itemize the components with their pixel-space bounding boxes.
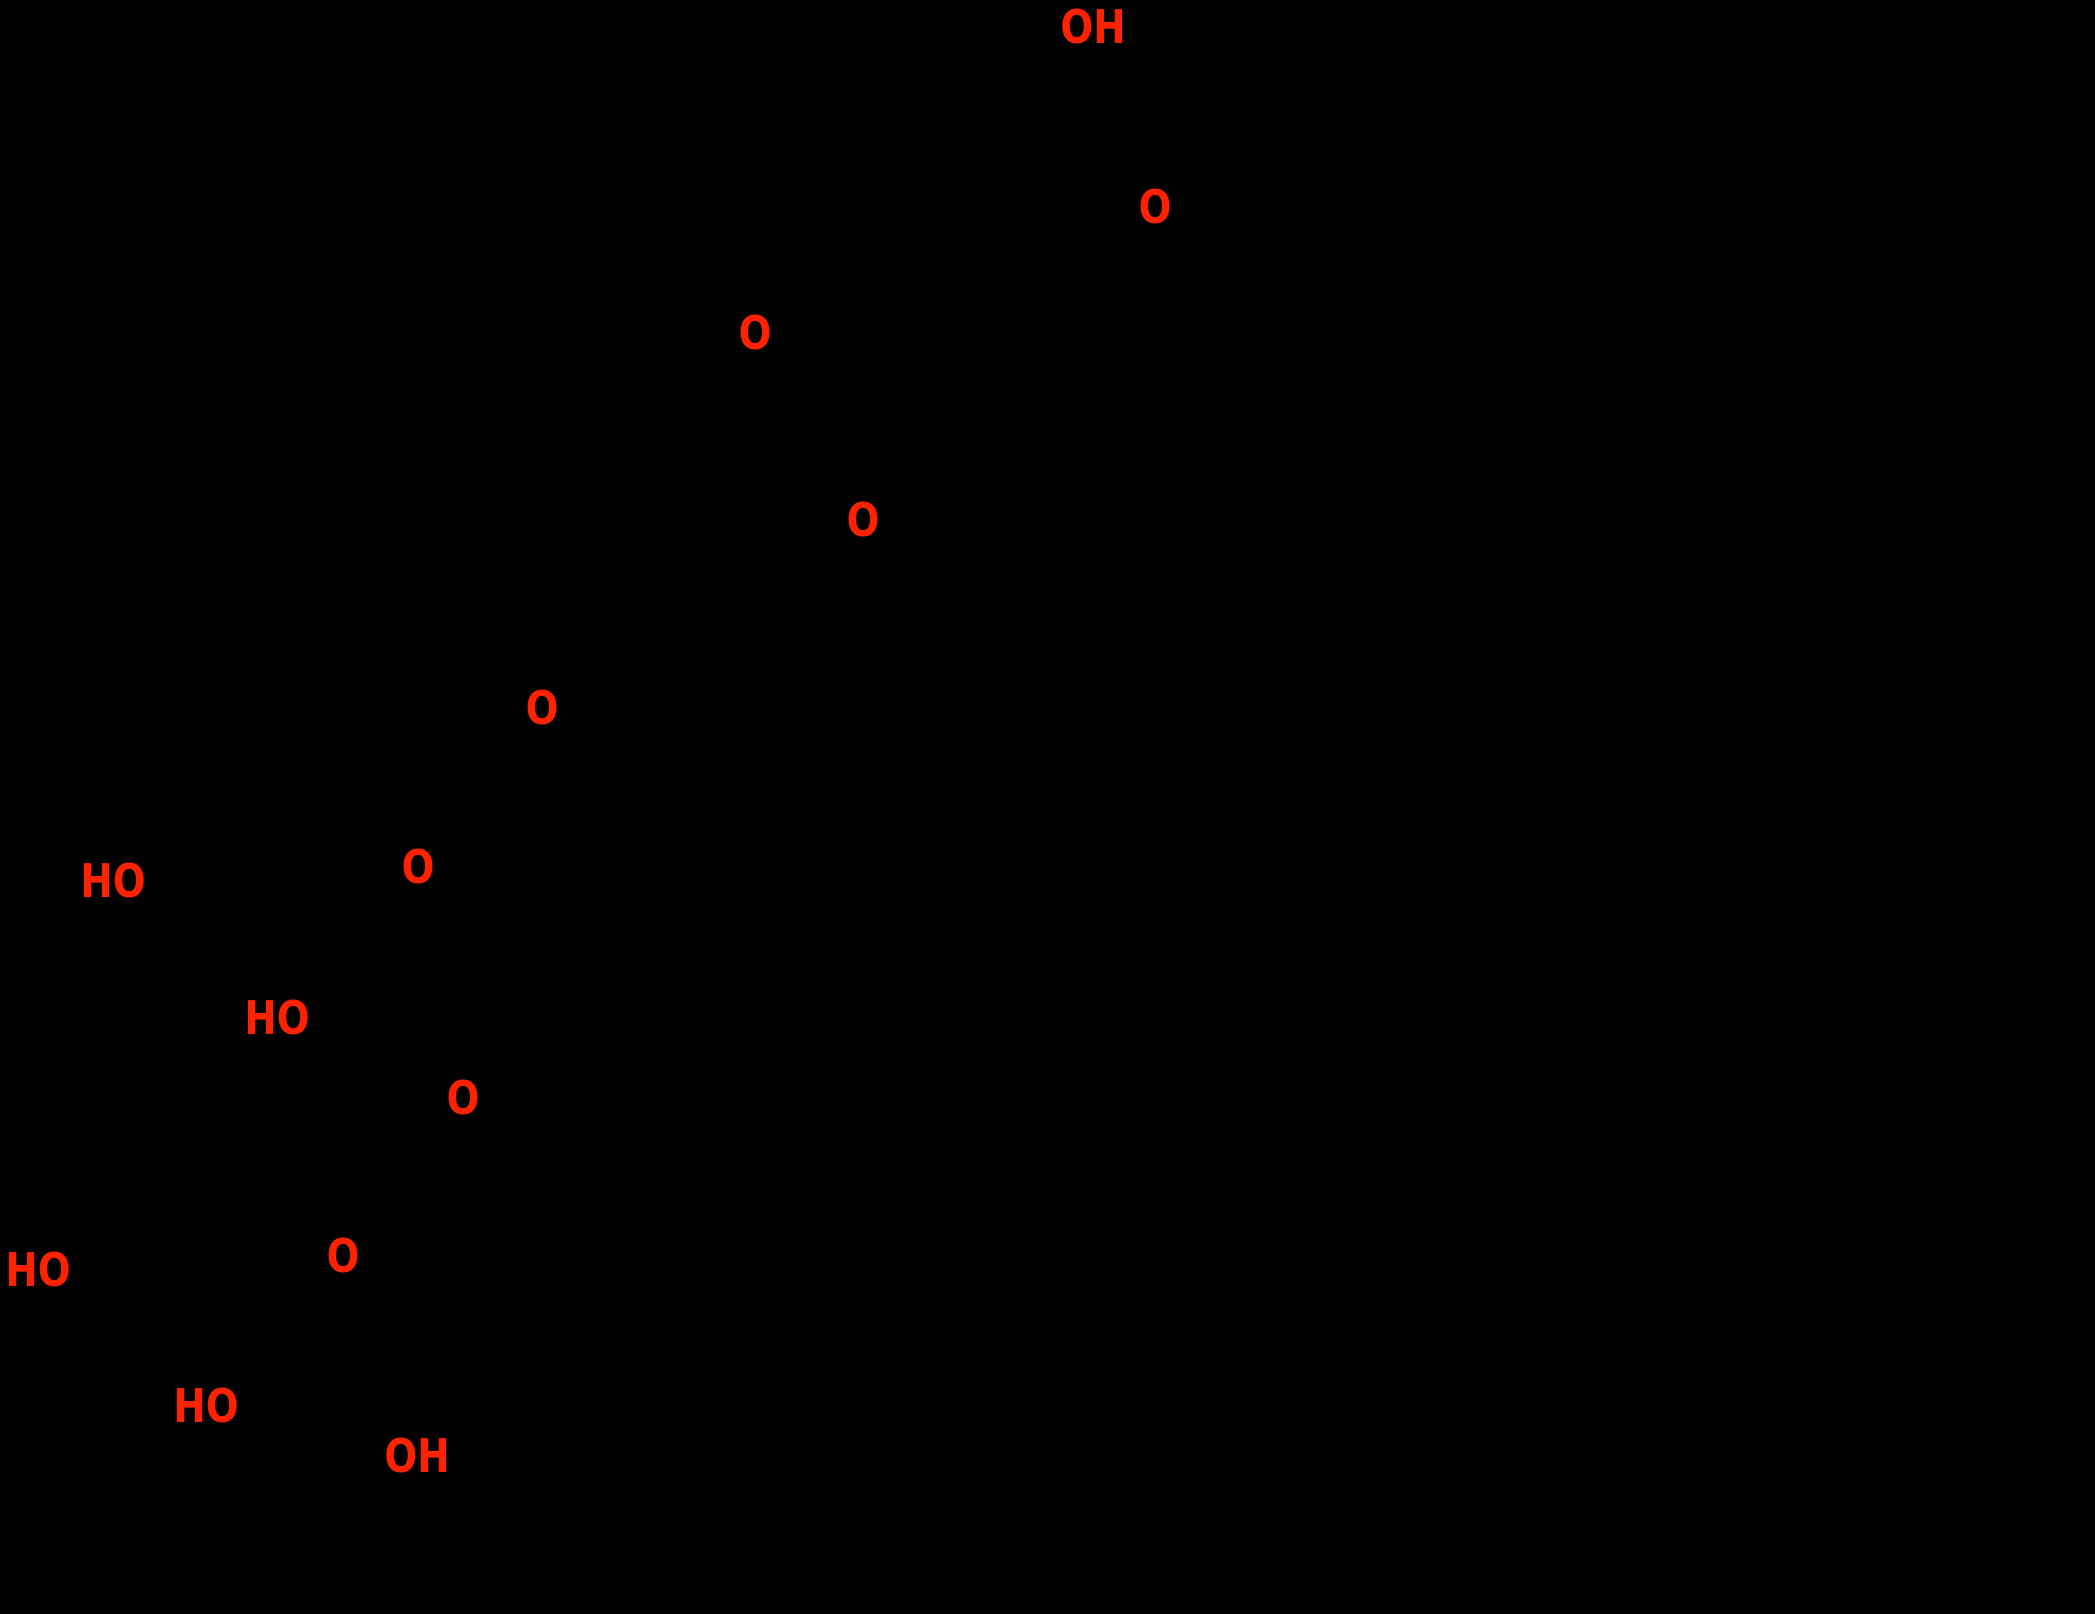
atom-label-o-1: O (1138, 180, 1172, 234)
atom-label-o-2: O (738, 306, 772, 360)
atom-label-o-9: O (326, 1229, 360, 1283)
atom-label-ho-7: HO (244, 991, 310, 1045)
atom-label-ho-6: HO (80, 854, 146, 908)
atom-label-o-3: O (846, 493, 880, 547)
atom-label-ho-10: HO (5, 1243, 71, 1297)
atom-label-o-5: O (401, 840, 435, 894)
atom-label-ho-11: HO (173, 1379, 239, 1433)
atom-label-o-8: O (446, 1071, 480, 1125)
atom-label-oh-12: OH (384, 1429, 450, 1483)
atom-label-oh-0: OH (1060, 0, 1126, 54)
atom-label-o-4: O (525, 681, 559, 735)
